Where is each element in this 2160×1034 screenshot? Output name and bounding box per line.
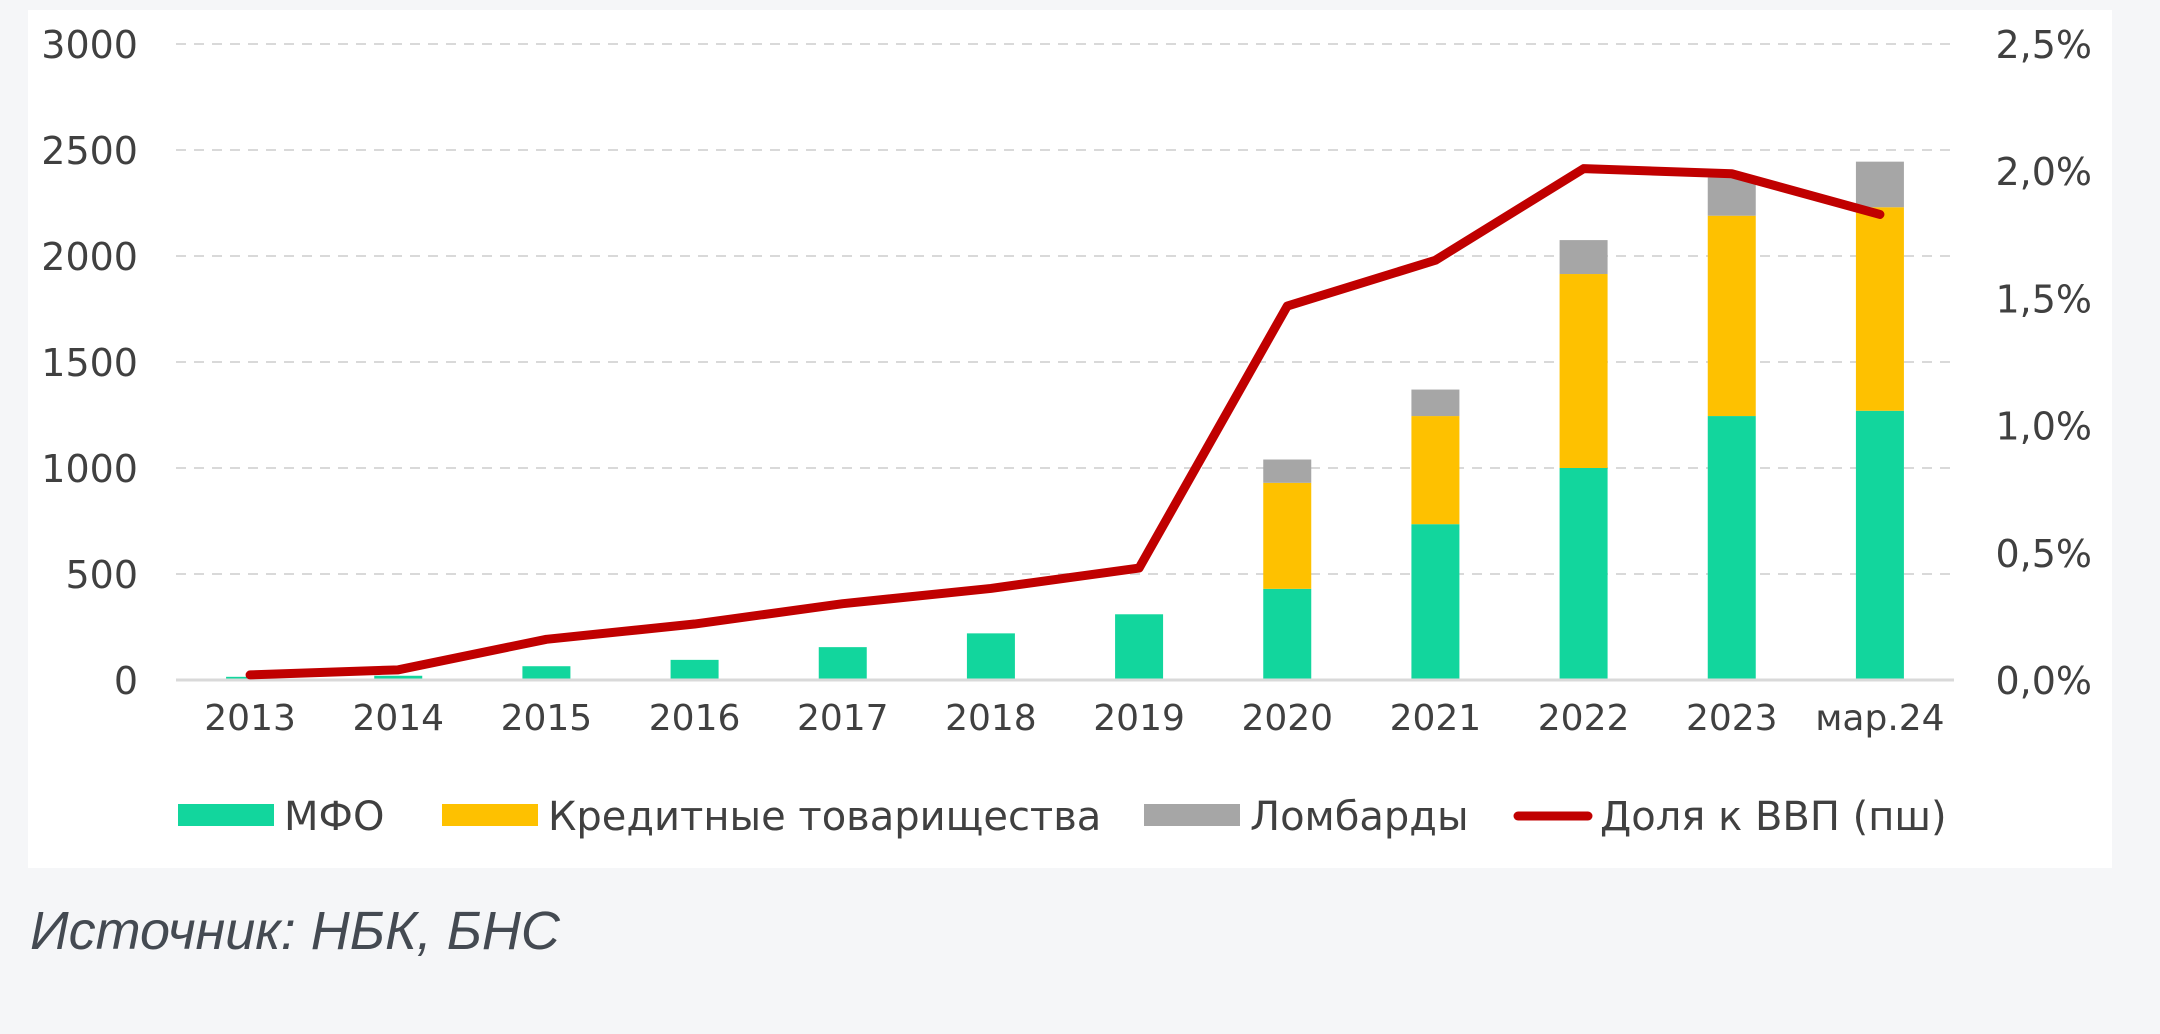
x-tick-label: 2021	[1390, 698, 1482, 739]
x-tick-label: 2019	[1093, 698, 1185, 739]
bars	[226, 161, 1904, 680]
y2-tick-label: 0,5%	[1995, 532, 2092, 576]
y-tick-label: 2000	[41, 235, 138, 279]
y2-tick-label: 2,5%	[1995, 23, 2092, 67]
bar-mfo	[374, 675, 423, 680]
bar-pawnshops	[1263, 459, 1312, 483]
legend: МФО Кредитные товарищества Ломбарды Доля к …	[178, 794, 1947, 840]
bar-pawnshops	[1855, 161, 1904, 208]
y-tick-label: 0	[114, 659, 138, 703]
gdp-share-polyline	[245, 164, 1885, 680]
y-tick-label: 500	[65, 553, 138, 597]
y-tick-label: 3000	[41, 23, 138, 67]
y2-tick-label: 1,5%	[1995, 277, 2092, 321]
bar-mfo	[1855, 410, 1904, 680]
legend-credit-partnerships-label: Кредитные товарищества	[548, 794, 1101, 840]
bar-mfo	[1559, 468, 1608, 680]
y-tick-label: 2500	[41, 129, 138, 173]
bar-mfo	[1411, 524, 1460, 680]
legend-pawnshops-swatch	[1144, 804, 1240, 826]
y-tick-label: 1000	[41, 447, 138, 491]
bar-credit-partnerships	[1855, 207, 1904, 411]
legend-mfo-label: МФО	[284, 794, 384, 840]
x-tick-label: 2018	[945, 698, 1037, 739]
legend-credit-partnerships-swatch	[442, 804, 538, 826]
x-axis-ticks: 2013 2014 2015 2016 2017 2018 2019 2020 2021 2022…	[204, 698, 1944, 739]
legend-pawnshops-label: Ломбарды	[1250, 794, 1469, 840]
y-tick-label: 1500	[41, 341, 138, 385]
y2-tick-label: 0,0%	[1995, 659, 2092, 703]
y2-axis-ticks: 0,0% 0,5% 1,0% 1,5% 2,0% 2,5%	[1995, 23, 2092, 703]
y2-tick-label: 2,0%	[1995, 150, 2092, 194]
x-tick-label: 2023	[1686, 698, 1778, 739]
legend-gdp-share: Доля к ВВП (пш)	[1513, 794, 1947, 840]
x-tick-label: 2015	[501, 698, 593, 739]
x-tick-label: 2020	[1241, 698, 1333, 739]
bar-mfo	[1263, 588, 1312, 680]
bar-pawnshops	[1411, 389, 1460, 417]
bar-mfo	[1707, 416, 1756, 680]
gdp-share-line	[245, 164, 1885, 680]
chart-panel: 0 500 1000 1500 2000 2500 3000 0,0% 0,5% 1,0% 1,5…	[28, 10, 2112, 868]
legend-pawnshops: Ломбарды	[1144, 794, 1469, 840]
legend-mfo: МФО	[178, 794, 384, 840]
bar-mfo	[966, 633, 1015, 680]
bar-mfo	[670, 659, 719, 680]
bar-credit-partnerships	[1559, 274, 1608, 468]
bar-pawnshops	[1559, 240, 1608, 275]
source-note: Источник: НБК, БНС	[30, 901, 560, 961]
y-axis-ticks: 0 500 1000 1500 2000 2500 3000	[41, 23, 138, 703]
x-tick-label: 2022	[1538, 698, 1630, 739]
x-tick-label: мар.24	[1815, 698, 1944, 739]
bar-pawnshops	[1707, 177, 1756, 216]
bar-mfo	[818, 647, 867, 680]
legend-credit-partnerships: Кредитные товарищества	[442, 794, 1101, 840]
y2-tick-label: 1,0%	[1995, 405, 2092, 449]
bar-mfo	[1115, 614, 1164, 680]
stacked-bar-line-chart: 0 500 1000 1500 2000 2500 3000 0,0% 0,5% 1,0% 1,5…	[41, 23, 2092, 840]
x-tick-label: 2013	[204, 698, 296, 739]
bar-credit-partnerships	[1707, 215, 1756, 417]
bar-credit-partnerships	[1263, 482, 1312, 589]
legend-gdp-share-label: Доля к ВВП (пш)	[1600, 794, 1947, 840]
x-tick-label: 2017	[797, 698, 889, 739]
legend-mfo-swatch	[178, 804, 274, 826]
bar-mfo	[522, 666, 571, 680]
grid-lines	[176, 43, 1954, 575]
bar-credit-partnerships	[1411, 416, 1460, 525]
x-tick-label: 2016	[649, 698, 741, 739]
x-tick-label: 2014	[352, 698, 444, 739]
